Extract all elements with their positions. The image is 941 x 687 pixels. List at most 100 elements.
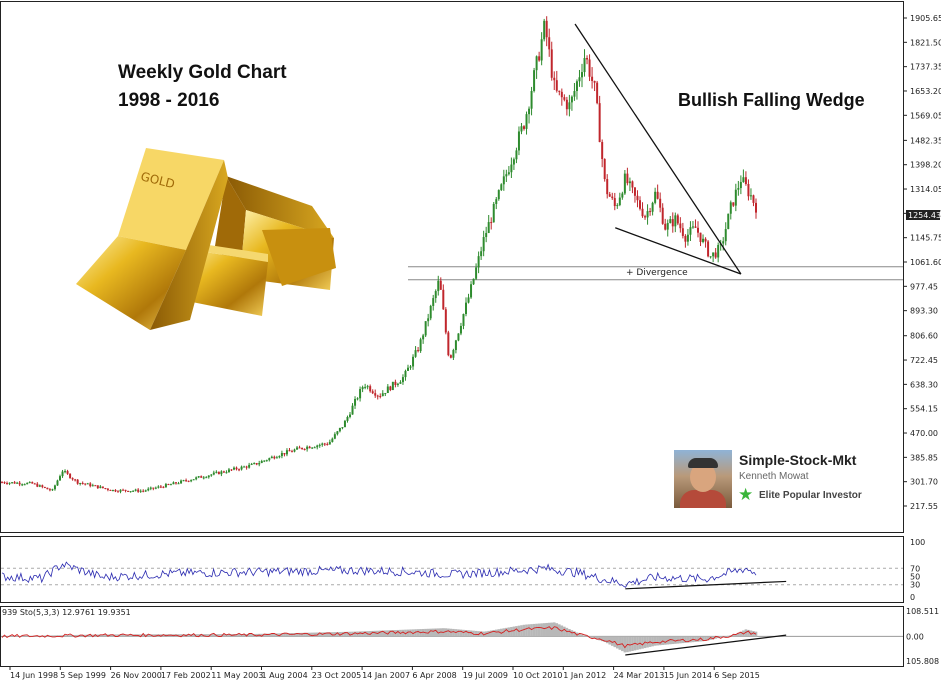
- candle-body: [23, 484, 26, 486]
- price-tick-label: 1821.50: [910, 38, 941, 47]
- pattern-label: Bullish Falling Wedge: [678, 90, 865, 110]
- candle-body: [122, 489, 125, 491]
- candle-body: [639, 200, 641, 209]
- candle-body: [250, 463, 253, 465]
- candle-body: [21, 484, 24, 486]
- candle-body: [477, 256, 480, 268]
- rsi-tick-label: 70: [910, 564, 920, 573]
- candle-body: [681, 228, 684, 236]
- price-tick-label: 1905.65: [910, 14, 941, 23]
- candle-body: [185, 480, 188, 482]
- candle-body: [447, 332, 450, 356]
- candle-body: [91, 485, 94, 487]
- candle-body: [124, 489, 127, 491]
- candle-body: [127, 490, 130, 492]
- candle-body: [409, 366, 412, 368]
- price-axis: 217.55 301.70 385.85 470.00 554.15 638.30 722.…: [903, 14, 941, 511]
- candle-body: [588, 59, 591, 77]
- candle-body: [500, 184, 503, 191]
- candle-body: [432, 298, 435, 306]
- candle-body: [94, 485, 97, 487]
- candle-body: [303, 448, 306, 450]
- candle-body: [517, 131, 520, 151]
- candle-body: [343, 420, 346, 428]
- candle-body: [76, 479, 79, 484]
- candle-body: [570, 96, 573, 103]
- candle-body: [313, 447, 316, 449]
- candle-body: [457, 333, 460, 341]
- candle-body: [152, 487, 155, 489]
- candle-body: [356, 398, 359, 400]
- candle-body: [318, 444, 321, 446]
- candle-body: [311, 447, 314, 449]
- price-tick-label: 977.45: [910, 282, 938, 291]
- candle-body: [114, 489, 117, 492]
- candle-body: [606, 179, 609, 195]
- candle-body: [444, 309, 447, 333]
- candle-body: [308, 446, 311, 449]
- candle-body: [371, 391, 374, 394]
- candle-body: [623, 173, 626, 194]
- candle-body: [137, 489, 140, 492]
- candle-body: [71, 478, 74, 480]
- candle-body: [354, 399, 357, 406]
- author-badge[interactable]: Simple-Stock-Mkt Kenneth Mowat ★ Elite P…: [672, 446, 884, 512]
- candle-body: [273, 456, 276, 459]
- candle-body: [611, 196, 614, 199]
- star-icon: ★: [738, 485, 754, 504]
- candle-body: [621, 193, 624, 198]
- rsi-tick-label: 50: [910, 573, 920, 582]
- candle-body: [384, 393, 387, 395]
- time-tick-label: 1 Jan 2012: [563, 671, 606, 680]
- candle-body: [646, 211, 649, 218]
- candle-body: [119, 489, 122, 492]
- candle-body: [142, 490, 145, 492]
- author-avatar: [674, 450, 732, 508]
- chart-date-range: 1998 - 2016: [118, 90, 220, 111]
- candle-body: [729, 202, 732, 214]
- candle-body: [752, 195, 755, 203]
- candle-body: [699, 232, 702, 242]
- candle-body: [104, 488, 107, 490]
- candle-body: [210, 474, 213, 476]
- candle-body: [520, 126, 523, 132]
- candle-body: [321, 443, 324, 445]
- candle-body: [452, 350, 455, 358]
- candle-body: [96, 485, 99, 489]
- candle-body: [187, 480, 190, 482]
- candle-body: [374, 393, 377, 396]
- candle-body: [404, 370, 407, 378]
- chart-title: Weekly Gold Chart: [118, 62, 287, 83]
- candle-body: [99, 486, 102, 489]
- candle-body: [31, 482, 34, 484]
- candle-body: [487, 222, 490, 234]
- candle-body: [288, 450, 291, 452]
- wedge-upper-line: [574, 23, 742, 275]
- candle-body: [694, 226, 697, 228]
- time-tick-label: 19 Jul 2009: [463, 671, 508, 680]
- candle-body: [454, 340, 457, 351]
- stochastic-panel-frame: [0, 606, 904, 667]
- rsi-line: [1, 561, 757, 588]
- time-tick-label: 6 Sep 2015: [714, 671, 760, 680]
- candle-body: [190, 480, 193, 482]
- candle-body: [616, 205, 619, 207]
- candle-body: [538, 56, 541, 61]
- candle-body: [641, 208, 644, 217]
- support-levels: [408, 266, 903, 281]
- candle-body: [263, 460, 266, 462]
- candle-body: [439, 280, 442, 290]
- candle-body: [689, 227, 692, 235]
- candle-body: [207, 475, 210, 478]
- candle-body: [291, 451, 293, 453]
- candle-body: [101, 486, 104, 489]
- candle-body: [301, 447, 304, 449]
- stochastic-tick-label: 105.808: [906, 657, 939, 666]
- candle-body: [36, 483, 39, 487]
- candle-body: [258, 463, 261, 465]
- candle-body: [437, 280, 440, 292]
- time-tick-label: 14 Jan 2007: [362, 671, 410, 680]
- candle-body: [248, 464, 251, 468]
- price-tick-label: 893.30: [910, 307, 938, 316]
